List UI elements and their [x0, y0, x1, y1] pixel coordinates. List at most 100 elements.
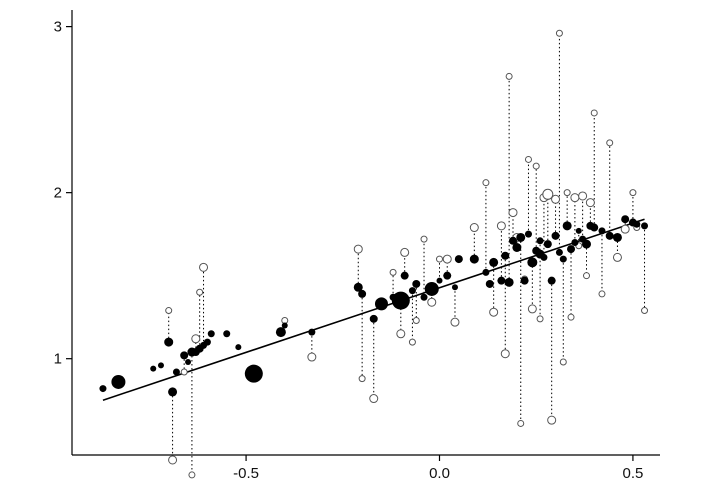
filled-point: [598, 227, 606, 235]
filled-point: [358, 289, 367, 298]
open-point: [196, 288, 204, 296]
filled-point: [482, 268, 490, 276]
filled-point: [424, 281, 439, 296]
filled-point: [633, 220, 641, 228]
open-point: [469, 223, 479, 233]
filled-point: [281, 322, 288, 329]
filled-point: [374, 297, 388, 311]
filled-point: [501, 251, 510, 260]
open-point: [500, 349, 510, 359]
open-point: [517, 419, 525, 427]
filled-point: [223, 330, 231, 338]
open-point: [551, 194, 561, 204]
open-point: [400, 247, 410, 257]
tick-labels: 1 2 3 -0.5 0.0 0.5: [54, 19, 644, 480]
filled-point: [555, 248, 563, 256]
filled-point: [164, 337, 174, 347]
filled-point: [111, 374, 126, 389]
y-tick-label: 3: [54, 19, 62, 36]
open-point: [590, 109, 598, 117]
open-point: [578, 191, 588, 201]
filled-point: [150, 365, 157, 372]
open-point: [563, 189, 571, 197]
open-point: [168, 455, 178, 465]
filled-point: [497, 276, 506, 285]
open-point: [532, 162, 540, 170]
filled-point: [485, 279, 494, 288]
open-point: [442, 254, 452, 264]
filled-point: [235, 344, 242, 351]
open-point: [450, 317, 460, 327]
open-point: [420, 235, 428, 243]
open-point: [629, 189, 637, 197]
open-point: [358, 375, 366, 383]
open-point: [188, 471, 196, 479]
open-points: [165, 29, 649, 479]
filled-point: [207, 330, 215, 338]
open-point: [536, 315, 544, 323]
filled-point: [451, 284, 458, 291]
filled-point: [571, 238, 579, 246]
open-point: [524, 155, 532, 163]
open-point: [180, 368, 188, 376]
open-point: [559, 358, 567, 366]
open-point: [408, 338, 416, 346]
open-point: [165, 307, 173, 315]
fit-line: [102, 218, 645, 401]
open-point: [527, 304, 537, 314]
filled-point: [527, 257, 538, 268]
open-point: [307, 352, 317, 362]
y-tick-label: 1: [54, 351, 62, 368]
open-point: [612, 252, 622, 262]
open-point: [496, 221, 506, 231]
filled-point: [582, 239, 591, 249]
x-tick-label: -0.5: [233, 465, 259, 480]
residual-stems: [168, 33, 646, 475]
open-point: [369, 394, 379, 404]
axes: [66, 10, 660, 461]
x-tick-label: 0.0: [429, 465, 450, 480]
open-point: [389, 268, 397, 276]
open-point: [598, 290, 606, 298]
filled-point: [275, 327, 286, 338]
filled-point: [172, 368, 180, 376]
open-point: [489, 307, 499, 317]
open-point: [570, 193, 580, 203]
filled-points: [99, 215, 649, 397]
open-point: [191, 334, 201, 344]
filled-point: [590, 223, 599, 232]
filled-point: [520, 276, 529, 285]
open-point: [436, 255, 443, 263]
open-point: [482, 179, 490, 187]
filled-point: [567, 245, 576, 254]
open-point: [606, 139, 614, 147]
filled-point: [516, 232, 526, 242]
open-point: [641, 307, 649, 315]
filled-point: [187, 347, 197, 357]
open-point: [542, 188, 554, 200]
filled-point: [180, 351, 189, 360]
open-point: [505, 72, 513, 80]
filled-point: [469, 254, 479, 264]
filled-point: [489, 257, 499, 267]
filled-point: [543, 240, 552, 249]
open-point: [555, 29, 563, 37]
x-tick-label: 0.5: [622, 465, 643, 480]
filled-point: [168, 387, 178, 397]
filled-point: [203, 338, 211, 346]
open-point: [567, 313, 575, 321]
filled-point: [443, 271, 452, 280]
filled-point: [575, 227, 582, 234]
open-point: [508, 208, 518, 218]
filled-point: [536, 237, 544, 245]
filled-point: [559, 255, 567, 263]
fit-line-group: [102, 218, 645, 401]
filled-point: [547, 276, 556, 285]
filled-point: [605, 231, 614, 240]
open-point: [547, 415, 557, 425]
filled-point: [436, 277, 443, 284]
filled-point: [551, 231, 560, 240]
filled-point: [562, 221, 572, 231]
open-point: [412, 317, 420, 325]
